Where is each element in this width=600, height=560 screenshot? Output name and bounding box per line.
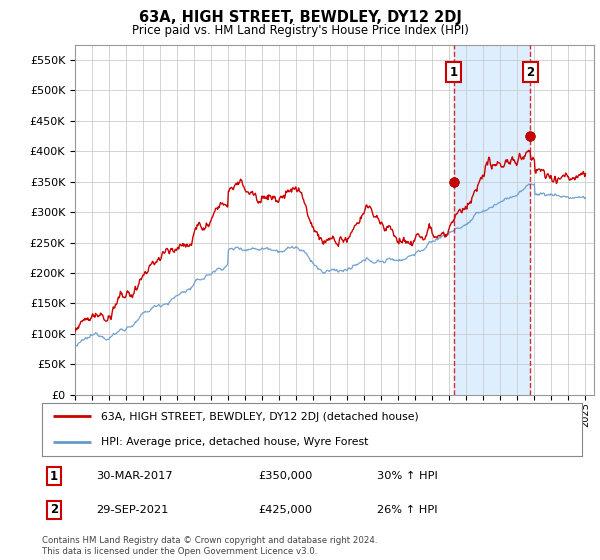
Text: 63A, HIGH STREET, BEWDLEY, DY12 2DJ: 63A, HIGH STREET, BEWDLEY, DY12 2DJ (139, 10, 461, 25)
Text: 2: 2 (526, 66, 534, 79)
Text: 2: 2 (50, 503, 58, 516)
Text: 29-SEP-2021: 29-SEP-2021 (96, 505, 169, 515)
Text: Price paid vs. HM Land Registry's House Price Index (HPI): Price paid vs. HM Land Registry's House … (131, 24, 469, 36)
Text: Contains HM Land Registry data © Crown copyright and database right 2024.
This d: Contains HM Land Registry data © Crown c… (42, 536, 377, 556)
Text: 1: 1 (50, 469, 58, 483)
Text: 30-MAR-2017: 30-MAR-2017 (96, 471, 173, 481)
Text: £350,000: £350,000 (258, 471, 313, 481)
Text: £425,000: £425,000 (258, 505, 312, 515)
Text: 30% ↑ HPI: 30% ↑ HPI (377, 471, 437, 481)
Text: 26% ↑ HPI: 26% ↑ HPI (377, 505, 437, 515)
Bar (454, 45, 530, 395)
Text: 1: 1 (449, 66, 458, 79)
Text: HPI: Average price, detached house, Wyre Forest: HPI: Average price, detached house, Wyre… (101, 436, 369, 446)
Text: 63A, HIGH STREET, BEWDLEY, DY12 2DJ (detached house): 63A, HIGH STREET, BEWDLEY, DY12 2DJ (det… (101, 412, 419, 422)
